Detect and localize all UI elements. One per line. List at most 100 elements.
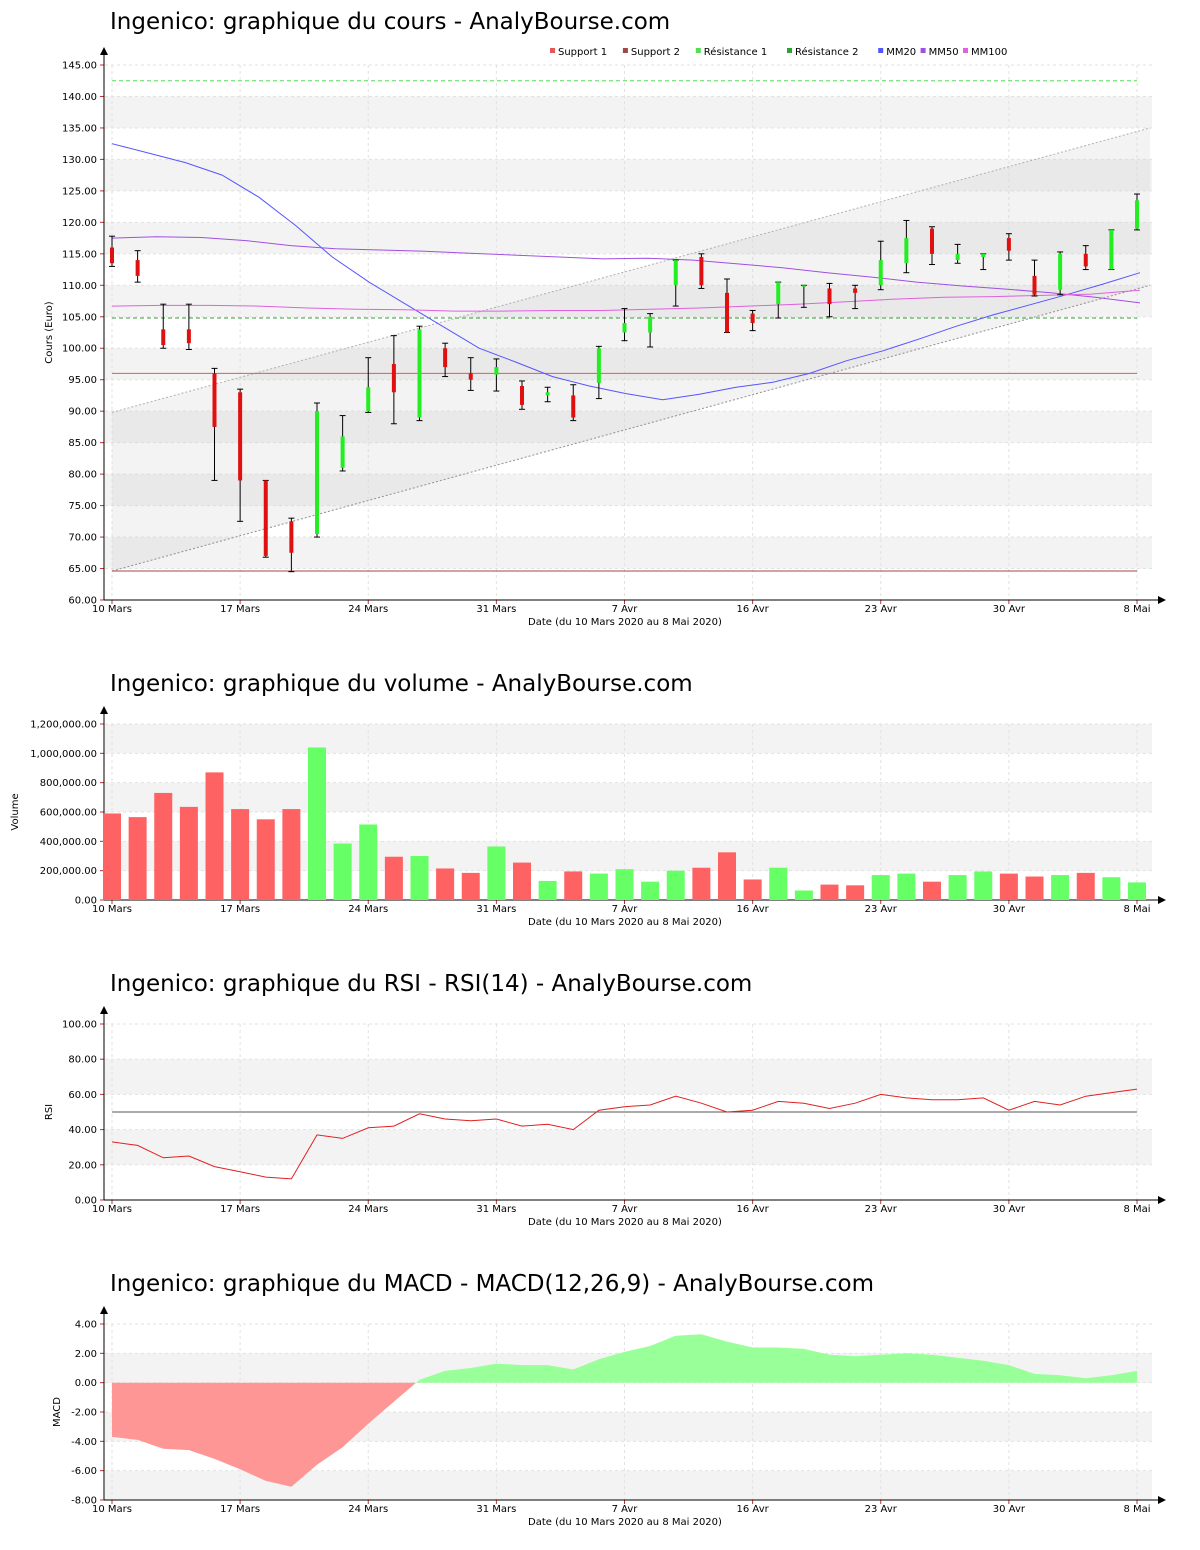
x-axis-label: Date (du 10 Mars 2020 au 8 Mai 2020) (528, 1217, 722, 1228)
candle-body (878, 260, 883, 286)
y-tick-label: 145.00 (62, 61, 97, 72)
volume-bar (564, 871, 583, 900)
y-axis-arrow (100, 706, 108, 714)
grid-band (105, 782, 1152, 812)
y-tick-label: 100.00 (62, 1020, 97, 1031)
x-axis-arrow (1158, 596, 1166, 604)
candle-body (468, 373, 473, 380)
candle-body (212, 373, 217, 427)
volume-bar (282, 809, 301, 900)
candle-body (340, 436, 345, 468)
volume-bar (923, 881, 941, 900)
legend-label: MM100 (971, 47, 1007, 58)
volume-bar (179, 806, 198, 900)
macd-title: Ingenico: graphique du MACD - MACD(12,26… (110, 1271, 875, 1297)
candle-body (315, 411, 319, 534)
legend-label: Support 2 (631, 47, 680, 58)
candle-body (443, 348, 448, 368)
x-tick-label: 24 Mars (348, 1504, 388, 1515)
y-tick-label: 120.00 (62, 218, 97, 229)
x-tick-label: 17 Mars (220, 604, 260, 615)
y-tick-label: 0.00 (75, 1196, 97, 1207)
candle-body (1083, 253, 1088, 267)
candle-body (904, 238, 909, 264)
volume-bar (333, 843, 352, 900)
volume-bar (1025, 876, 1044, 900)
trend-channel (112, 127, 1150, 572)
y-tick-label: 0.00 (75, 896, 97, 907)
candle-body (981, 253, 986, 257)
price-chart: 60.00 65.00 70.00 75.00 80.00 85.00 90.00 95.00… (44, 46, 1166, 628)
volume-bar (1128, 882, 1146, 900)
x-axis-label: Date (du 10 Mars 2020 au 8 Mai 2020) (528, 1517, 722, 1528)
x-tick-label: 23 Avr (865, 604, 898, 615)
y-tick-label: 90.00 (68, 407, 97, 418)
legend-swatch (878, 48, 884, 53)
y-tick-label: -6.00 (71, 1466, 97, 1477)
mm20-line (111, 143, 1141, 401)
y-axis-arrow (100, 1306, 108, 1314)
candle-body (135, 260, 140, 276)
grid-band (105, 841, 1152, 871)
macd-chart: -8.00 -6.00 -4.00 -2.00 0.00 2.00 4.00 10 Mars 1… (52, 1306, 1166, 1528)
volume-bar (666, 870, 685, 900)
macd-negative-area (112, 1382, 417, 1487)
volume-bar (103, 813, 121, 900)
legend-swatch (920, 48, 926, 53)
candle-body (494, 367, 499, 375)
x-tick-label: 16 Avr (737, 1204, 770, 1215)
grid-band (105, 411, 1152, 443)
volume-bar (487, 846, 506, 900)
x-tick-label: 16 Avr (737, 904, 770, 915)
x-tick-label: 8 Mai (1123, 1504, 1150, 1515)
price-panel: Ingenico: graphique du cours - AnalyBour… (0, 0, 1200, 640)
y-tick-label: 135.00 (62, 123, 97, 134)
x-axis-arrow (1158, 896, 1166, 904)
rsi-line (111, 1088, 1138, 1180)
candle-body (366, 387, 371, 412)
grid-band (105, 348, 1152, 380)
volume-bar (897, 873, 916, 900)
legend-label: Support 1 (558, 47, 607, 58)
volume-bar (718, 852, 736, 900)
volume-bar (692, 867, 711, 900)
y-tick-label: 115.00 (62, 249, 97, 260)
y-axis-arrow (100, 47, 108, 55)
legend-label: MM50 (929, 47, 959, 58)
y-tick-label: 125.00 (62, 186, 97, 197)
candle-body (673, 260, 678, 286)
x-tick-label: 31 Mars (476, 604, 516, 615)
volume-bar (359, 824, 378, 900)
y-tick-label: 2.00 (75, 1349, 97, 1360)
y-tick-label: 60.00 (68, 596, 97, 607)
grid-band (105, 724, 1152, 754)
x-tick-label: 30 Avr (993, 904, 1026, 915)
candle-body (1135, 200, 1139, 229)
x-tick-label: 17 Mars (220, 904, 260, 915)
y-axis-label: RSI (44, 1104, 55, 1120)
candle-body (853, 288, 858, 293)
legend-swatch (963, 48, 968, 53)
legend-swatch (695, 48, 701, 53)
x-tick-label: 30 Avr (993, 1204, 1026, 1215)
y-tick-label: 80.00 (68, 470, 97, 481)
x-tick-label: 16 Avr (737, 1504, 770, 1515)
candle-body (596, 348, 601, 383)
candle-body (571, 395, 576, 418)
x-axis-label: Date (du 10 Mars 2020 au 8 Mai 2020) (528, 617, 722, 628)
grid-band (105, 285, 1152, 317)
y-tick-label: 1,200,000.00 (30, 720, 97, 731)
legend-label: Résistance 1 (704, 46, 767, 58)
x-tick-label: 8 Mai (1123, 904, 1150, 915)
candle-body (648, 316, 653, 333)
x-tick-label: 31 Mars (476, 904, 516, 915)
candle-body (955, 253, 960, 261)
x-tick-label: 8 Mai (1123, 604, 1150, 615)
candle-body (520, 386, 524, 405)
y-tick-label: 600,000.00 (40, 808, 97, 819)
volume-bar (436, 868, 455, 900)
candle-body (1109, 229, 1114, 270)
x-tick-label: 10 Mars (92, 604, 132, 615)
y-tick-label: -8.00 (71, 1496, 97, 1507)
candle-body (417, 329, 422, 418)
